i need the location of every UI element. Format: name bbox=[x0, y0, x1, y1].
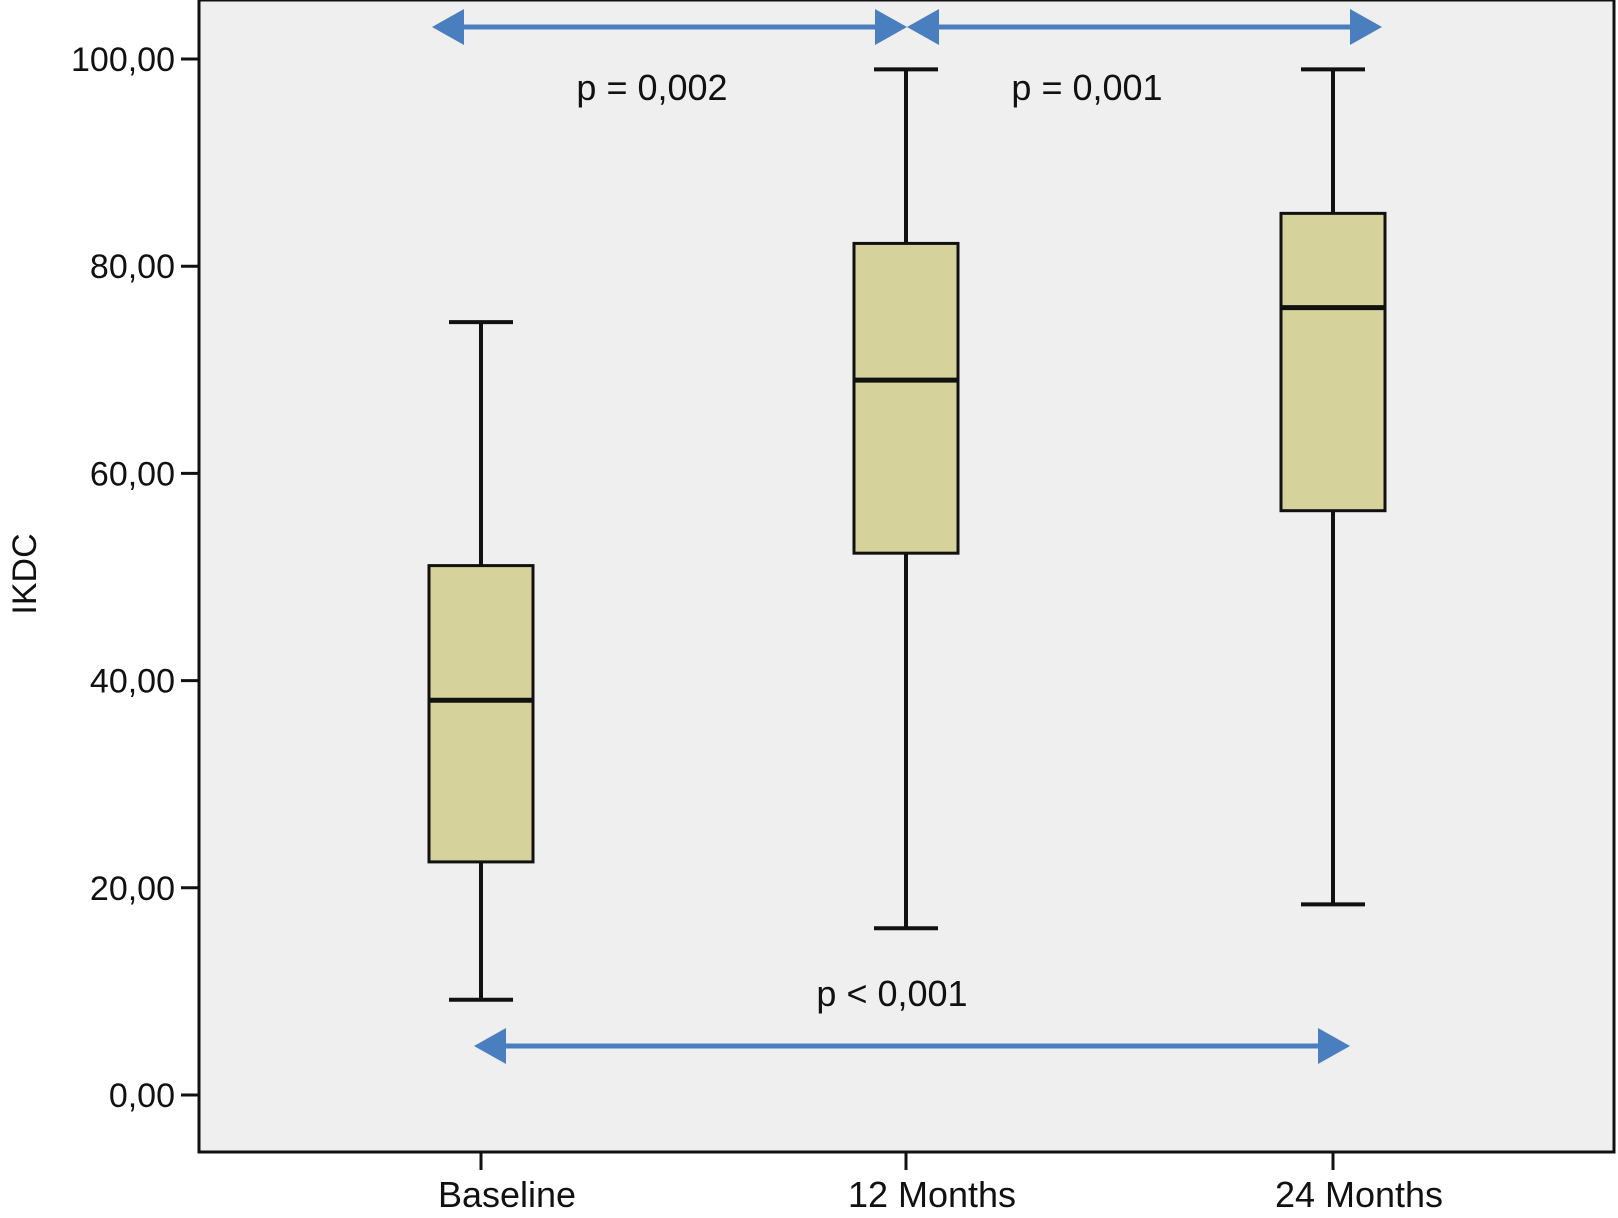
box-baseline bbox=[427, 320, 535, 1002]
arrow-head-right bbox=[875, 9, 907, 45]
x-category-label: 12 Months bbox=[848, 1174, 1016, 1215]
y-tick-label: 40,00 bbox=[90, 663, 175, 701]
y-tick-label: 100,00 bbox=[71, 41, 175, 79]
comparison-arrow bbox=[907, 9, 1382, 45]
p-value-label: p = 0,001 bbox=[1011, 67, 1162, 108]
box-12-months bbox=[852, 67, 960, 931]
arrow-head-left bbox=[907, 9, 939, 45]
arrow-head-right bbox=[1318, 1028, 1350, 1064]
p-value-label: p = 0,002 bbox=[576, 67, 727, 108]
y-tick-label: 0,00 bbox=[109, 1077, 175, 1115]
y-axis-title: IKDC bbox=[6, 533, 44, 614]
y-tick-label: 60,00 bbox=[90, 455, 175, 493]
arrow-head-right bbox=[1350, 9, 1382, 45]
box-24-months bbox=[1279, 67, 1387, 907]
x-category-label: Baseline bbox=[438, 1174, 576, 1215]
interquartile-box bbox=[1279, 211, 1387, 513]
y-axis: 0,00 20,00 40,00 60,00 80,00 100,00 bbox=[71, 41, 199, 1115]
interquartile-box bbox=[852, 241, 960, 555]
y-tick-label: 20,00 bbox=[90, 870, 175, 908]
arrow-head-left bbox=[432, 9, 464, 45]
box-series bbox=[427, 67, 1387, 1002]
comparison-arrow bbox=[432, 9, 907, 45]
x-axis: Baseline 12 Months 24 Months bbox=[438, 1152, 1443, 1215]
x-category-label: 24 Months bbox=[1275, 1174, 1443, 1215]
comparison-arrow bbox=[474, 1028, 1350, 1064]
interquartile-box bbox=[427, 564, 535, 864]
significance-annotations: p = 0,002 p = 0,001 p < 0,001 bbox=[432, 9, 1382, 1064]
arrow-head-left bbox=[474, 1028, 506, 1064]
p-value-label: p < 0,001 bbox=[816, 973, 967, 1014]
y-tick-label: 80,00 bbox=[90, 248, 175, 286]
